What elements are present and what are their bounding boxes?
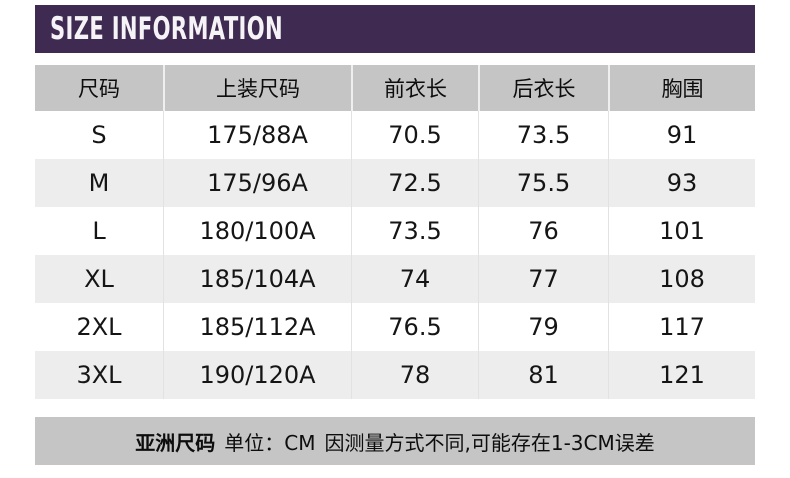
table-cell: 175/96A xyxy=(163,159,351,207)
table-row: 3XL 190/120A 78 81 121 xyxy=(35,351,755,399)
table-cell: 117 xyxy=(608,303,755,351)
size-note-bar: 亚洲尺码 单位：CM 因测量方式不同,可能存在1-3CM误差 xyxy=(35,417,755,465)
column-header: 后衣长 xyxy=(478,65,608,111)
table-cell: 2XL xyxy=(76,313,122,341)
table-cell: 190/120A xyxy=(163,351,351,399)
table-row: L 180/100A 73.5 76 101 xyxy=(35,207,755,255)
column-header: 胸围 xyxy=(608,65,755,111)
table-cell: 70.5 xyxy=(351,111,478,159)
table-cell: M xyxy=(88,169,110,197)
table-cell: 121 xyxy=(608,351,755,399)
table-row: XL 185/104A 74 77 108 xyxy=(35,255,755,303)
table-row: S 175/88A 70.5 73.5 91 xyxy=(35,111,755,159)
table-cell: 91 xyxy=(608,111,755,159)
table-cell: XL xyxy=(84,265,114,293)
table-cell: 73.5 xyxy=(351,207,478,255)
table-cell: 185/112A xyxy=(163,303,351,351)
table-cell: 79 xyxy=(478,303,608,351)
table-cell: 75.5 xyxy=(478,159,608,207)
column-header: 尺码 xyxy=(78,77,120,101)
column-header: 上装尺码 xyxy=(163,65,351,111)
table-cell: 3XL xyxy=(76,361,122,389)
table-cell: 72.5 xyxy=(351,159,478,207)
table-cell: 185/104A xyxy=(163,255,351,303)
table-row: 2XL 185/112A 76.5 79 117 xyxy=(35,303,755,351)
size-table-body: S 175/88A 70.5 73.5 91 M 175/96A 72.5 75.5 93 L 180… xyxy=(35,111,755,399)
size-table-header: 尺码 上装尺码 前衣长 后衣长 胸围 xyxy=(35,65,755,111)
size-table: 尺码 上装尺码 前衣长 后衣长 胸围 S 175/88A 70.5 73.5 91 M 175/96… xyxy=(35,65,755,399)
page-title: SIZE INFORMATION xyxy=(50,11,283,47)
table-cell: 93 xyxy=(608,159,755,207)
table-cell: 175/88A xyxy=(163,111,351,159)
tolerance-note: 因测量方式不同,可能存在1-3CM误差 xyxy=(324,430,655,455)
column-header: 前衣长 xyxy=(351,65,478,111)
unit-note: 单位：CM xyxy=(224,430,316,455)
table-cell: 76.5 xyxy=(351,303,478,351)
table-cell: 180/100A xyxy=(163,207,351,255)
region-label: 亚洲尺码 xyxy=(135,430,216,455)
table-cell: L xyxy=(92,217,106,245)
table-cell: S xyxy=(91,121,107,149)
table-cell: 77 xyxy=(478,255,608,303)
table-cell: 76 xyxy=(478,207,608,255)
table-cell: 78 xyxy=(351,351,478,399)
table-cell: 81 xyxy=(478,351,608,399)
table-cell: 108 xyxy=(608,255,755,303)
title-bar: SIZE INFORMATION xyxy=(35,5,755,53)
table-cell: 101 xyxy=(608,207,755,255)
table-cell: 73.5 xyxy=(478,111,608,159)
table-row: M 175/96A 72.5 75.5 93 xyxy=(35,159,755,207)
table-cell: 74 xyxy=(351,255,478,303)
